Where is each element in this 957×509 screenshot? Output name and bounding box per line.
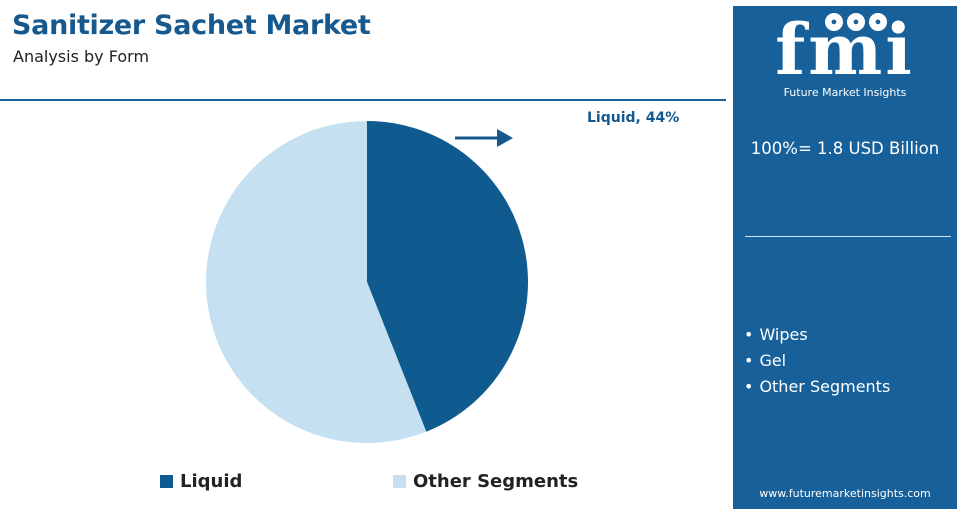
sidebar-divider xyxy=(745,236,951,237)
brand-logo: fmi xyxy=(775,8,915,91)
brand-globe-icon: ● xyxy=(869,13,887,31)
pie-slice-other-segments xyxy=(206,121,427,443)
sidebar-panel: ● ● ● fmi Future Market Insights 100%= 1… xyxy=(733,6,957,509)
brand-icons: ● ● ● xyxy=(825,13,887,31)
chart-title: Sanitizer Sachet Market xyxy=(12,10,371,41)
brand-person-icon: ● xyxy=(847,13,865,31)
pie-chart xyxy=(206,121,528,443)
pie-slice-liquid xyxy=(367,121,528,432)
legend-swatch-other-segments xyxy=(393,474,406,488)
market-total: 100%= 1.8 USD Billion xyxy=(750,139,940,158)
callout-label-liquid: Liquid, 44% xyxy=(587,110,680,126)
legend-item-liquid: Liquid xyxy=(160,470,242,492)
segment-list: Wipes Gel Other Segments xyxy=(744,322,890,400)
segment-item-wipes: Wipes xyxy=(744,322,890,348)
header-divider xyxy=(0,99,726,101)
legend-item-other-segments: Other Segments xyxy=(393,470,578,492)
segment-item-gel: Gel xyxy=(744,348,890,374)
website-url: www.futuremarketinsights.com xyxy=(759,487,931,500)
arrow-right-icon xyxy=(455,129,513,147)
legend-swatch-liquid xyxy=(160,474,173,488)
segment-item-other-segments: Other Segments xyxy=(744,374,890,400)
chart-subtitle: Analysis by Form xyxy=(13,47,150,66)
brand-dot-icon: ● xyxy=(825,13,843,31)
legend-label-other-segments: Other Segments xyxy=(413,470,579,492)
legend-label-liquid: Liquid xyxy=(180,470,243,492)
brand-subtitle: Future Market Insights xyxy=(783,86,907,99)
